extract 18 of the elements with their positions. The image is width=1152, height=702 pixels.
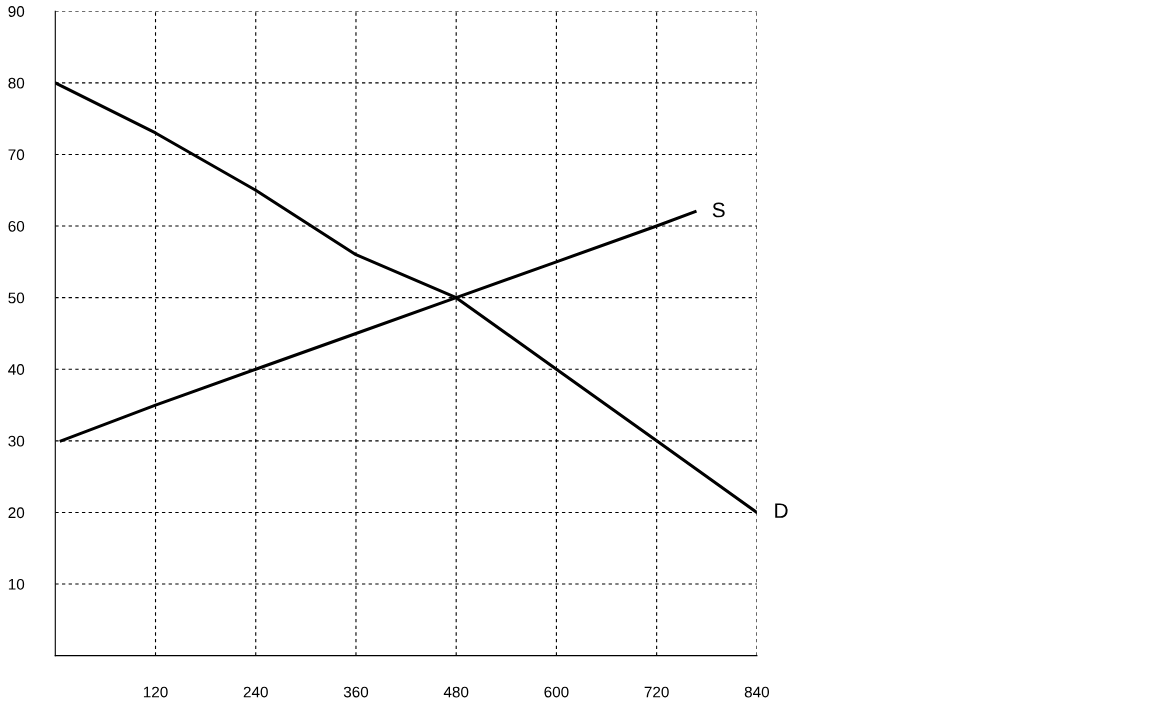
y-tick-label: 50 [8, 292, 25, 304]
x-tick-label: 600 [544, 686, 569, 698]
y-tick-label: 40 [8, 364, 25, 375]
y-tick-label: 30 [8, 435, 25, 447]
y-tick-label: 90 [8, 6, 25, 17]
x-tick-label: 120 [143, 686, 168, 698]
y-tick-label: 80 [8, 77, 25, 89]
y-tick-label: 10 [8, 578, 25, 590]
series-label: D [775, 503, 788, 518]
y-tick-label: 60 [8, 220, 25, 232]
x-tick-label: 840 [744, 686, 770, 698]
y-tick-label: 20 [8, 507, 25, 519]
x-tick-label: 360 [343, 686, 369, 698]
x-tick-label: 720 [644, 686, 669, 698]
x-tick-label: 240 [243, 686, 268, 698]
x-tick-label: 480 [443, 686, 469, 698]
series-label: S [712, 202, 725, 218]
y-tick-label: 70 [8, 149, 25, 161]
